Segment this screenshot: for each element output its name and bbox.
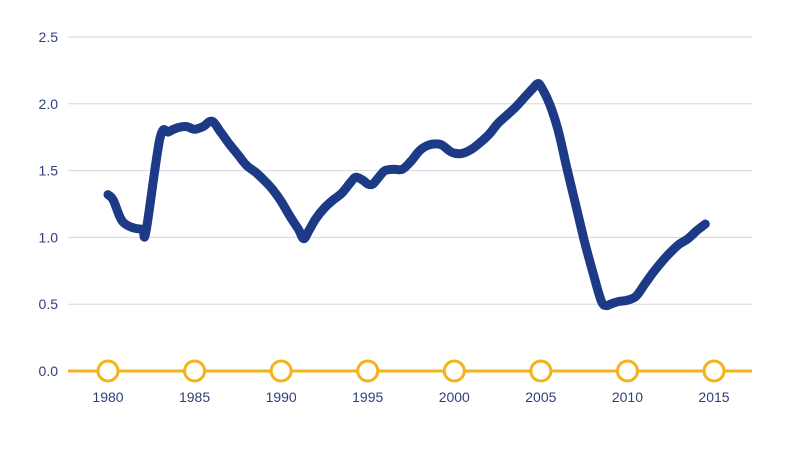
series-line-0 — [103, 79, 710, 311]
y-tick-label: 1.5 — [39, 163, 59, 179]
x-tick-marker — [356, 359, 380, 383]
x-tick-marker — [442, 359, 466, 383]
y-tick-label: 1.0 — [39, 229, 59, 245]
x-tick-label: 2010 — [612, 389, 643, 405]
x-tick-label: 1985 — [179, 389, 210, 405]
x-tick-marker — [269, 359, 293, 383]
x-tick-labels: 1980 1985 1990 1995 2000 2005 2010 2015 — [92, 389, 729, 405]
x-tick-label: 2000 — [439, 389, 470, 405]
y-tick-label: 0.5 — [39, 296, 59, 312]
x-tick-marker — [529, 359, 553, 383]
x-tick-label: 2015 — [698, 389, 729, 405]
x-tick-label: 2005 — [525, 389, 556, 405]
x-tick-marker — [183, 359, 207, 383]
gridlines — [68, 36, 752, 305]
series-layer — [103, 79, 710, 311]
y-tick-labels: 0.0 0.5 1.0 1.5 2.0 2.5 — [39, 29, 59, 379]
y-tick-label: 2.0 — [39, 96, 59, 112]
y-tick-label: 0.0 — [39, 363, 59, 379]
x-axis-markers — [96, 359, 726, 383]
y-tick-label: 2.5 — [39, 29, 59, 45]
x-tick-label: 1995 — [352, 389, 383, 405]
x-tick-marker — [96, 359, 120, 383]
x-tick-label: 1980 — [92, 389, 123, 405]
x-tick-marker — [615, 359, 639, 383]
x-tick-label: 1990 — [266, 389, 297, 405]
x-tick-marker — [702, 359, 726, 383]
